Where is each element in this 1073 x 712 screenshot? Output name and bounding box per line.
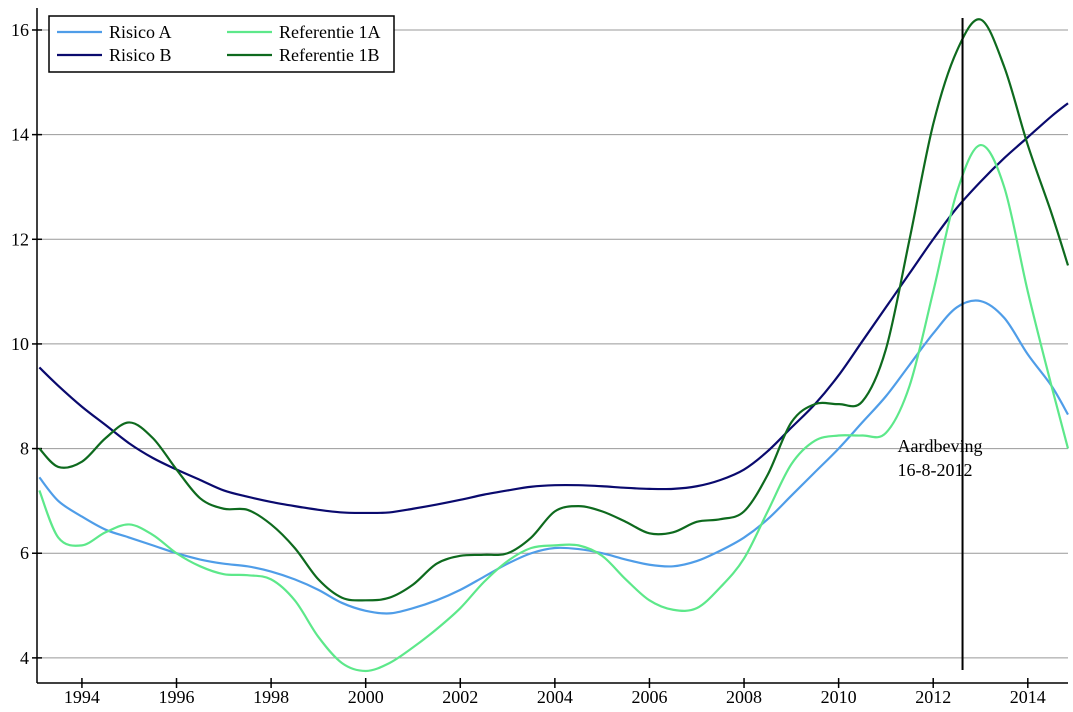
x-tick-label: 2002 (442, 687, 478, 707)
x-tick-label: 2006 (631, 687, 667, 707)
x-tick-label: 1998 (253, 687, 289, 707)
y-tick-label: 8 (20, 439, 29, 459)
x-tick-label: 2014 (1010, 687, 1046, 707)
series-line (38, 299, 1069, 615)
y-tick-label: 10 (11, 334, 29, 354)
x-tick-label: 2010 (821, 687, 857, 707)
series-line (38, 143, 1070, 673)
x-tick-label: 1996 (159, 687, 195, 707)
y-tick-label: 4 (20, 648, 29, 668)
series-line (38, 102, 1069, 515)
x-tick-label: 2000 (348, 687, 384, 707)
y-tick-label: 14 (11, 125, 29, 145)
legend-label: Risico A (109, 22, 172, 42)
y-tick-label: 12 (11, 229, 29, 249)
legend-label: Risico B (109, 45, 172, 65)
annotation-text: 16-8-2012 (898, 460, 973, 480)
legend-label: Referentie 1A (279, 22, 380, 42)
x-tick-label: 2004 (537, 687, 573, 707)
annotation-text: Aardbeving (898, 436, 983, 456)
legend-label: Referentie 1B (279, 45, 379, 65)
legend: Risico A Risico B Referentie 1A Referentie … (48, 15, 395, 73)
legend-box (48, 15, 395, 73)
x-tick-label: 2012 (915, 687, 951, 707)
y-tick-label: 6 (20, 543, 29, 563)
series-line (38, 18, 1070, 602)
y-tick-label: 16 (11, 20, 29, 40)
x-tick-label: 1994 (64, 687, 100, 707)
x-tick-label: 2008 (726, 687, 762, 707)
